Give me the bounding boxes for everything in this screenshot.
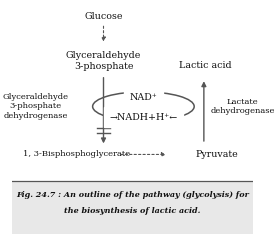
Text: Lactate
dehydrogenase: Lactate dehydrogenase	[210, 98, 275, 115]
FancyBboxPatch shape	[12, 181, 253, 234]
Text: Glucose: Glucose	[84, 12, 123, 21]
Text: →NADH+H⁺←: →NADH+H⁺←	[109, 113, 177, 121]
Text: the biosynthesis of lactic acid.: the biosynthesis of lactic acid.	[64, 207, 201, 215]
Text: Lactic acid: Lactic acid	[179, 61, 231, 70]
Text: Pyruvate: Pyruvate	[195, 150, 238, 159]
Text: Fig. 24.7 : An outline of the pathway (glycolysis) for: Fig. 24.7 : An outline of the pathway (g…	[16, 191, 249, 199]
Text: Glyceraldehyde
3-phosphate
dehydrogenase: Glyceraldehyde 3-phosphate dehydrogenase	[3, 93, 69, 120]
Text: NAD⁺: NAD⁺	[129, 93, 157, 102]
Text: 1, 3-Bisphosphoglycerate: 1, 3-Bisphosphoglycerate	[23, 150, 131, 158]
Text: Glyceraldehyde
3-phosphate: Glyceraldehyde 3-phosphate	[66, 51, 141, 70]
